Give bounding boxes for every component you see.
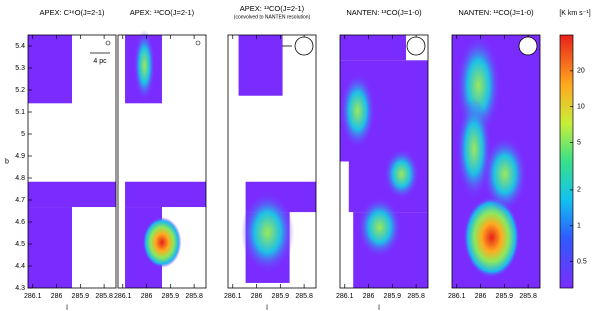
- panel-frame: [27, 34, 117, 289]
- emission: [133, 29, 155, 101]
- emission: [463, 196, 520, 278]
- beam: [105, 40, 111, 46]
- panel-title: APEX: ¹³CO(J=2-1): [240, 4, 305, 13]
- x-tick-label: 285.8: [185, 293, 203, 300]
- y-tick-label: 5.1: [15, 109, 25, 116]
- x-tick-label: 286.1: [24, 293, 42, 300]
- x-tick-label: 286: [51, 293, 63, 300]
- panel-title: NANTEN: ¹²CO(J=1-0): [458, 8, 534, 17]
- x-tick-label: 286.1: [448, 293, 466, 300]
- colorbar-tick-label: 2: [577, 187, 581, 194]
- y-tick-label: 4.5: [15, 241, 25, 248]
- x-tick-label: 286.1: [114, 293, 132, 300]
- annotation: 4 pc: [93, 58, 107, 65]
- colorbar-tick-label: 20: [577, 68, 585, 75]
- emission: [482, 136, 527, 213]
- panel-subtitle: (convolved to NANTEN resolution): [234, 14, 311, 20]
- colorbar-tick-label: 5: [577, 139, 581, 146]
- x-tick-label: 285.8: [407, 293, 425, 300]
- beam: [518, 36, 538, 56]
- x-tick-label: 285.9: [72, 293, 90, 300]
- panel-title: APEX: C¹⁸O(J=2-1): [39, 8, 105, 17]
- x-tick-label: 285.8: [295, 293, 313, 300]
- panel: APEX: C¹⁸O(J=2-1) 286.1 286 285.9 285.8 l 4.3 4…: [5, 8, 117, 311]
- y-tick-label: 4.3: [15, 285, 25, 292]
- emission: [241, 191, 294, 273]
- panel: NANTEN: ¹²CO(J=1-0) 286.1 286 285.9 285.8: [448, 8, 541, 300]
- x-axis-label: l: [378, 305, 380, 311]
- x-tick-label: 285.9: [384, 293, 402, 300]
- panel-frame: [451, 34, 541, 289]
- x-tick-label: 285.8: [519, 293, 537, 300]
- y-tick-label: 5.2: [15, 87, 25, 94]
- beam: [294, 36, 314, 56]
- x-tick-label: 285.9: [272, 293, 290, 300]
- x-tick-label: 286: [363, 293, 375, 300]
- colorbar-tick-label: 1: [577, 223, 581, 230]
- x-tick-label: 285.9: [496, 293, 514, 300]
- y-tick-label: 5: [21, 131, 25, 138]
- map-region: [340, 35, 406, 61]
- x-tick-label: 286.1: [224, 293, 242, 300]
- panel: APEX: ¹³CO(J=2-1) 286.1 286 285.9 285.8: [114, 8, 207, 300]
- panel-frame: [339, 34, 429, 289]
- emission: [456, 98, 492, 200]
- colorbar-tick-label: 10: [577, 104, 585, 111]
- panel: NANTEN: ¹³CO(J=1-0) 286.1 286 285.9 285.8 l: [336, 8, 429, 311]
- x-axis-label: l: [266, 305, 268, 311]
- colorbar-tick-label: 0.5: [577, 258, 587, 265]
- panel-title: NANTEN: ¹³CO(J=1-0): [346, 8, 422, 17]
- x-tick-label: 286: [475, 293, 487, 300]
- y-tick-label: 5.4: [15, 43, 25, 50]
- x-tick-label: 286: [251, 293, 263, 300]
- map-region: [238, 35, 283, 96]
- y-tick-label: 4.4: [15, 263, 25, 270]
- map-region: [28, 181, 116, 208]
- emission: [384, 148, 420, 200]
- y-axis-label: b: [5, 158, 9, 165]
- x-tick-label: 286: [141, 293, 153, 300]
- x-tick-label: 285.9: [162, 293, 180, 300]
- panel: APEX: ¹³CO(J=2-1)(convolved to NANTEN re…: [224, 4, 317, 311]
- y-tick-label: 4.9: [15, 153, 25, 160]
- beam: [406, 36, 426, 56]
- y-tick-label: 4.8: [15, 175, 25, 182]
- panel-title: APEX: ¹³CO(J=2-1): [130, 8, 195, 17]
- emission: [142, 217, 182, 268]
- y-tick-label: 4.7: [15, 197, 25, 204]
- colorbar-label: [K km s⁻¹]: [559, 10, 590, 17]
- panel-frame: [117, 34, 207, 289]
- x-tick-label: 286.1: [336, 293, 354, 300]
- y-tick-label: 4.6: [15, 219, 25, 226]
- map-region: [28, 207, 72, 288]
- beam: [195, 40, 201, 46]
- map-region: [125, 181, 206, 208]
- x-axis-label: l: [66, 305, 68, 311]
- y-tick-label: 5.3: [15, 65, 25, 72]
- emission: [340, 72, 376, 149]
- emission: [357, 196, 402, 258]
- x-tick-label: 285.8: [95, 293, 113, 300]
- panel-frame: [227, 34, 317, 289]
- colorbar: [559, 34, 574, 289]
- map-region: [28, 35, 72, 104]
